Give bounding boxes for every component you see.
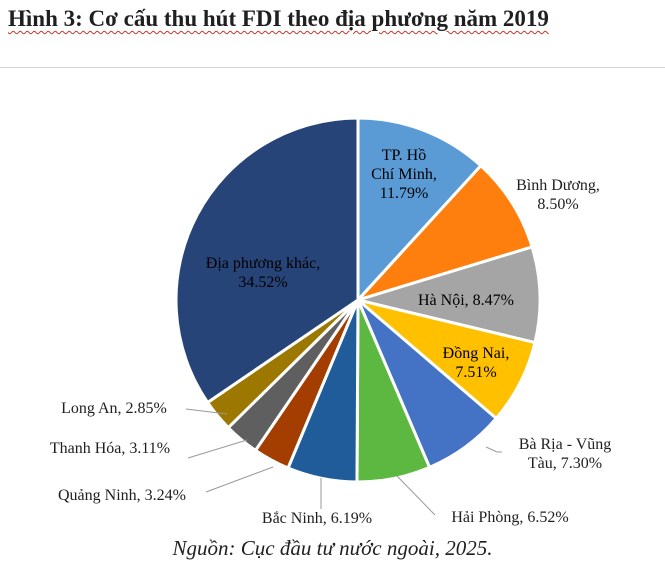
data-label-long-an: Long An, 2.85% [61,400,167,417]
data-label-ba-ria-vung-tau: Bà Rịa - Vũng Tàu, 7.30% [519,436,612,472]
data-label-tp-ho-chi-minh: TP. Hồ Chí Minh, 11.79% [371,147,437,202]
data-label-ha-noi: Hà Nội, 8.47% [418,292,514,309]
pie-slice-binh-duong [356,164,534,302]
pie-slices [174,116,542,484]
leader-line-hai-phong [396,475,436,516]
data-label-thanh-hoa: Thanh Hóa, 3.11% [50,440,170,457]
data-label-dong-nai: Đồng Nai, 7.51% [443,345,510,381]
leader-line-ba-ria-vung-tau [485,446,502,453]
leader-line-long-an [185,408,228,415]
data-label-binh-duong: Bình Dương, 8.50% [516,177,600,213]
chart-title: Hình 3: Cơ cấu thu hút FDI theo địa phươ… [8,6,549,31]
pie-slice-tp-ho-chi-minh [356,116,483,302]
data-label-dia-phuong-khac: Địa phương khác, 34.52% [206,255,320,291]
leader-lines [185,408,502,516]
pie-slice-dia-phuong-khac [174,116,360,404]
pie-slice-ha-noi [356,245,542,345]
data-label-quang-ninh: Quảng Ninh, 3.24% [58,487,186,504]
leader-line-thanh-hoa [187,439,248,459]
source-note: Nguồn: Cục đầu tư nước ngoài, 2025. [172,536,493,560]
data-label-bac-ninh: Bắc Ninh, 6.19% [262,510,372,527]
data-labels: TP. Hồ Chí Minh, 11.79% Bình Dương, 8.50% Hà … [50,147,611,527]
title-divider [0,67,665,68]
leader-line-quang-ninh [205,466,274,493]
data-label-hai-phong: Hải Phòng, 6.52% [451,509,568,526]
